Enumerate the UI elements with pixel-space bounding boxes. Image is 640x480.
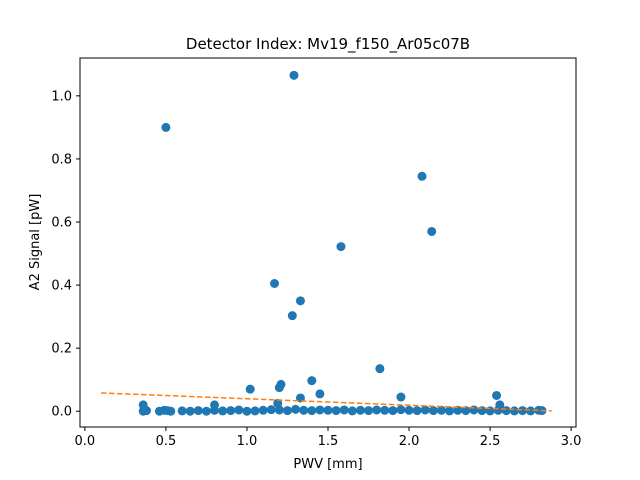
x-tick-label: 0.0: [75, 434, 96, 449]
data-point: [138, 400, 148, 410]
data-point: [518, 406, 528, 416]
y-tick-label: 0.6: [51, 216, 72, 231]
data-point: [289, 70, 299, 80]
x-tick-label: 1.5: [318, 434, 339, 449]
data-point: [396, 392, 406, 402]
x-tick-label: 2.0: [399, 434, 420, 449]
data-point: [201, 406, 211, 416]
chart-title: Detector Index: Mv19_f150_Ar05c07B: [186, 35, 470, 54]
y-tick-label: 0.8: [51, 152, 72, 167]
x-axis-label: PWV [mm]: [293, 457, 362, 472]
x-tick-label: 0.5: [156, 434, 177, 449]
x-tick-label: 1.0: [237, 434, 258, 449]
data-point: [461, 406, 471, 416]
data-point: [492, 390, 502, 400]
data-point: [323, 405, 333, 415]
fit-line: [101, 392, 552, 412]
data-point: [331, 406, 341, 416]
data-point: [412, 406, 422, 416]
data-point: [291, 404, 301, 414]
y-tick-label: 1.0: [51, 89, 72, 104]
data-point: [380, 405, 390, 415]
data-point: [270, 279, 280, 288]
data-point: [258, 405, 268, 415]
data-point: [509, 406, 519, 416]
data-point: [355, 405, 365, 415]
data-point: [339, 405, 349, 415]
data-point: [177, 406, 187, 416]
data-point: [404, 405, 414, 415]
data-point: [234, 405, 244, 415]
data-point: [299, 405, 309, 415]
data-point: [428, 406, 438, 416]
x-tick-label: 2.5: [480, 434, 501, 449]
data-point: [315, 405, 325, 415]
data-point: [273, 398, 283, 408]
plot-area: [101, 70, 552, 416]
data-point: [420, 405, 430, 415]
data-point: [417, 171, 427, 181]
data-point: [250, 406, 260, 416]
data-point: [445, 406, 455, 416]
data-point: [210, 400, 220, 410]
data-point: [274, 383, 284, 393]
data-point: [226, 406, 236, 416]
y-tick-label: 0.4: [51, 279, 72, 294]
data-point: [453, 405, 463, 415]
data-point: [307, 376, 317, 386]
data-point: [436, 405, 446, 415]
data-point: [427, 226, 437, 236]
data-point: [287, 311, 297, 321]
x-tick-label: 3.0: [561, 434, 582, 449]
y-tick-label: 0.2: [51, 342, 72, 357]
y-tick-label: 0.0: [51, 405, 72, 420]
data-point: [245, 384, 255, 394]
data-point: [396, 405, 406, 415]
data-point: [372, 405, 382, 415]
data-point: [295, 296, 305, 306]
data-point: [242, 406, 252, 416]
data-point: [469, 405, 479, 415]
data-point: [364, 406, 374, 416]
data-point: [347, 406, 357, 416]
data-point: [307, 406, 317, 416]
data-point: [218, 406, 228, 416]
data-point: [315, 389, 325, 399]
data-point: [388, 406, 398, 416]
data-point: [185, 406, 195, 416]
data-point: [266, 405, 276, 415]
data-point: [375, 364, 385, 374]
data-point: [193, 406, 203, 416]
y-axis-label: A2 Signal [pW]: [28, 194, 43, 291]
data-point: [336, 242, 346, 252]
data-point: [495, 400, 505, 410]
data-point: [282, 406, 292, 416]
data-point: [526, 406, 536, 416]
axis-ticks: 0.0 0.5 1.0 1.5 2.0 2.5 3.0 0.0 0.2 0.4 0.6 0.8 1.0: [51, 89, 581, 449]
data-point: [161, 122, 171, 132]
data-point: [166, 406, 176, 416]
plot-frame: [79, 57, 577, 428]
